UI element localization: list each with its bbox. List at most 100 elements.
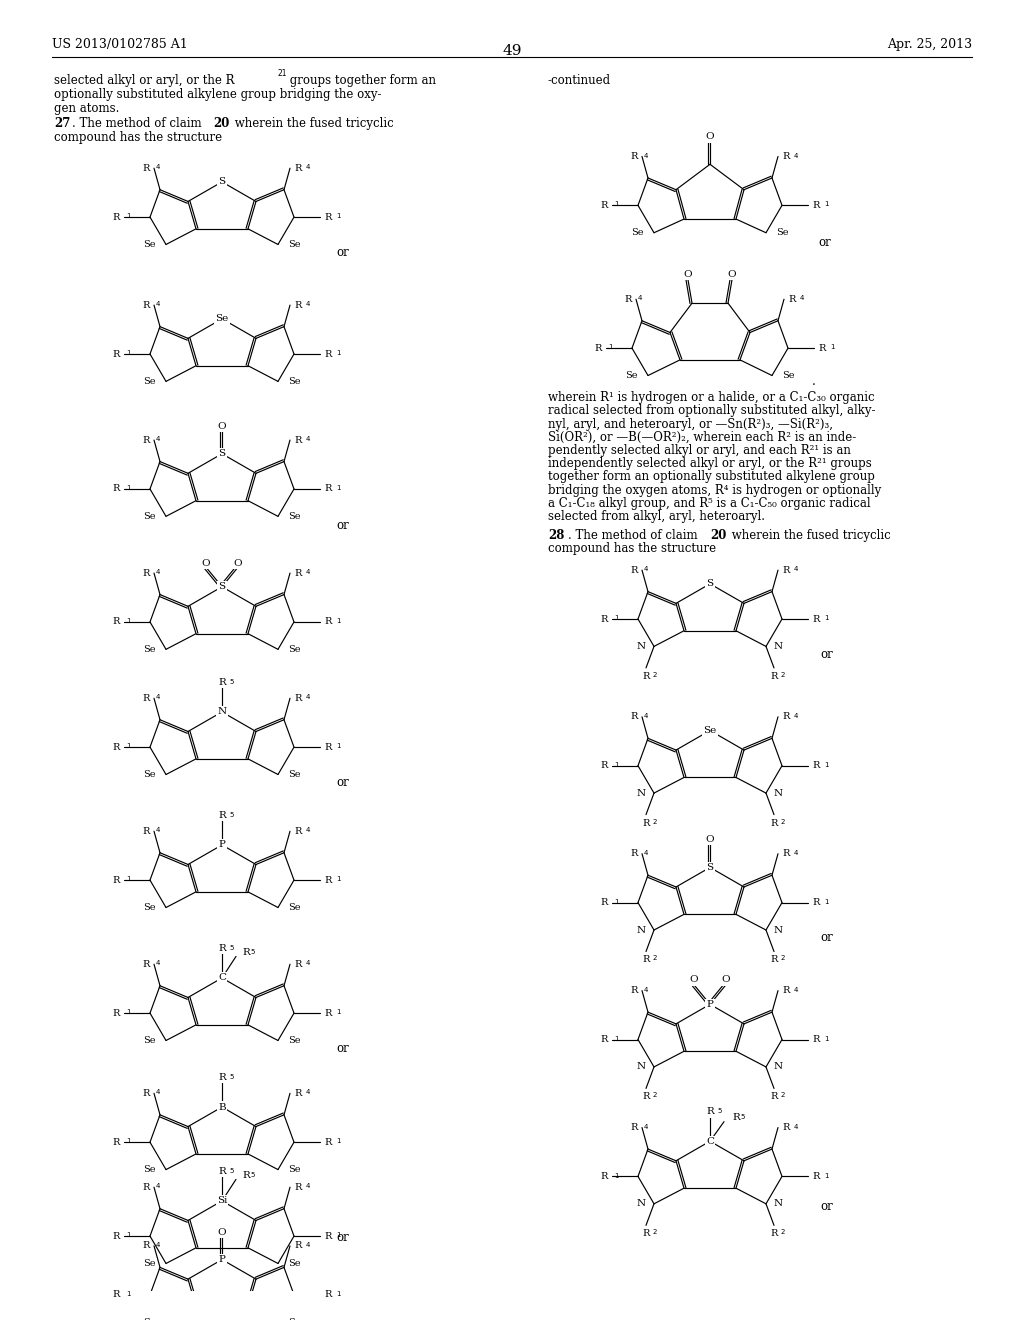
Text: Se: Se [288,770,300,779]
Text: 4: 4 [644,987,648,993]
Text: R: R [770,1229,777,1238]
Text: Se: Se [288,378,300,385]
Text: O: O [722,975,730,985]
Text: R: R [142,826,150,836]
Text: R: R [812,762,819,770]
Text: Se: Se [143,1259,156,1269]
Text: O: O [728,271,736,280]
Text: R: R [294,826,301,836]
Text: R: R [294,1089,301,1098]
Text: Se: Se [288,512,300,521]
Text: R: R [294,1183,301,1192]
Text: -continued: -continued [548,74,611,87]
Text: R: R [294,164,301,173]
Text: 1: 1 [336,484,341,491]
Text: N: N [637,788,646,797]
Text: Se: Se [143,1317,156,1320]
Text: 1: 1 [126,350,130,356]
Text: 5: 5 [740,1114,744,1119]
Text: O: O [706,834,715,843]
Text: P: P [707,999,714,1008]
Text: R: R [218,1167,226,1176]
Text: R: R [324,213,332,222]
Text: R: R [242,948,250,957]
Text: R: R [294,569,301,578]
Text: 4: 4 [156,1242,161,1247]
Text: Se: Se [143,903,156,912]
Text: R: R [782,152,790,161]
Text: R: R [770,956,777,965]
Text: R: R [324,350,332,359]
Text: Si(OR²), or —B(—OR²)₂, wherein each R² is an inde-: Si(OR²), or —B(—OR²)₂, wherein each R² i… [548,430,856,444]
Text: R: R [324,484,332,494]
Text: 1: 1 [614,899,618,904]
Text: S: S [707,863,714,873]
Text: R: R [812,1035,819,1044]
Text: Se: Se [143,645,156,653]
Text: R: R [142,436,150,445]
Text: R: R [113,875,120,884]
Text: 1: 1 [336,1291,341,1296]
Text: R: R [631,152,638,161]
Text: 4: 4 [794,850,799,855]
Text: 21: 21 [278,70,287,78]
Text: Se: Se [288,903,300,912]
Text: R: R [294,1241,301,1250]
Text: 4: 4 [156,1089,161,1096]
Text: R: R [631,986,638,995]
Text: 1: 1 [126,876,130,882]
Text: N: N [774,642,783,651]
Text: R: R [631,566,638,574]
Text: R: R [818,343,825,352]
Text: 5: 5 [229,678,233,685]
Text: 1: 1 [824,202,828,207]
Text: O: O [218,422,226,430]
Text: R: R [113,743,120,751]
Text: R: R [113,350,120,359]
Text: Se: Se [288,1317,300,1320]
Text: R: R [294,960,301,969]
Text: R: R [242,1171,250,1180]
Text: R: R [324,1138,332,1147]
Text: R: R [601,1035,608,1044]
Text: 1: 1 [126,484,130,491]
Text: 1: 1 [614,1036,618,1041]
Text: R: R [113,1138,120,1147]
Text: gen atoms.: gen atoms. [54,102,120,115]
Text: 2: 2 [781,818,785,825]
Text: bridging the oxygen atoms, R⁴ is hydrogen or optionally: bridging the oxygen atoms, R⁴ is hydroge… [548,483,882,496]
Text: O: O [690,975,698,985]
Text: 4: 4 [306,694,310,701]
Text: 4: 4 [156,164,161,170]
Text: .: . [812,375,816,388]
Text: independently selected alkyl or aryl, or the R²¹ groups: independently selected alkyl or aryl, or… [548,457,871,470]
Text: Se: Se [782,371,795,380]
Text: 2: 2 [781,1229,785,1236]
Text: or: or [336,1230,349,1243]
Text: R: R [218,944,226,953]
Text: O: O [684,271,692,280]
Text: Se: Se [288,1166,300,1173]
Text: 1: 1 [824,1036,828,1041]
Text: 1: 1 [614,202,618,207]
Text: Apr. 25, 2013: Apr. 25, 2013 [887,37,972,50]
Text: or: or [336,519,349,532]
Text: 2: 2 [653,1229,657,1236]
Text: O: O [202,558,210,568]
Text: Se: Se [703,726,717,735]
Text: 5: 5 [229,1073,233,1080]
Text: 4: 4 [794,713,799,719]
Text: 5: 5 [229,1168,233,1173]
Text: 2: 2 [653,672,657,678]
Text: N: N [637,642,646,651]
Text: R: R [812,615,819,623]
Text: R: R [642,818,649,828]
Text: R: R [142,164,150,173]
Text: or: or [336,776,349,789]
Text: 1: 1 [336,743,341,750]
Text: 5: 5 [717,1107,721,1114]
Text: 1: 1 [824,615,828,622]
Text: 1: 1 [824,1172,828,1179]
Text: N: N [637,925,646,935]
Text: 2: 2 [653,1093,657,1098]
